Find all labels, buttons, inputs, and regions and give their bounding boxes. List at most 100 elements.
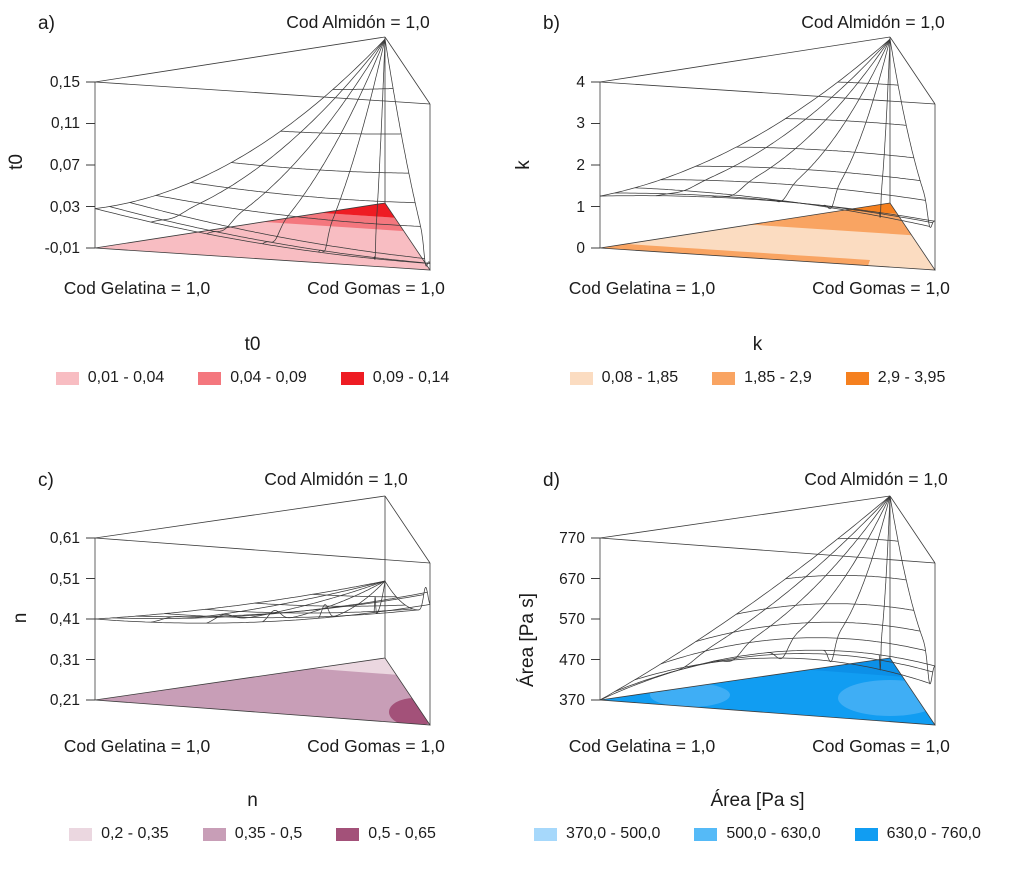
- panel-letter: c): [38, 470, 54, 491]
- legend-swatch: [694, 827, 718, 841]
- z-axis-label: k: [513, 160, 534, 170]
- legend-a: t0 0,01 - 0,04 0,04 - 0,09 0,09 - 0,14: [0, 334, 505, 387]
- z-axis-label: t0: [6, 154, 27, 170]
- panel-d: d) Cod Almidón = 1,0 Área [Pa s] 770 670…: [505, 440, 1010, 870]
- z-tick-label: 3: [576, 115, 585, 132]
- z-tick-label: 0,07: [50, 157, 80, 174]
- legend-entry-label: 0,5 - 0,65: [368, 825, 436, 842]
- plot-canvas-a: [86, 36, 431, 271]
- legend-entry: 0,35 - 0,5: [202, 825, 303, 843]
- left-corner-label: Cod Gelatina = 1,0: [64, 278, 211, 298]
- panel-a: a) Cod Almidón = 1,0 t0 0,15 0,11 0,07 0…: [0, 0, 505, 430]
- legend-entry: 0,01 - 0,04: [55, 369, 165, 387]
- right-corner-label: Cod Gomas = 1,0: [812, 278, 950, 298]
- legend-title: Área [Pa s]: [710, 790, 805, 811]
- right-corner-label: Cod Gomas = 1,0: [307, 736, 445, 756]
- z-tick-label: -0,01: [45, 240, 80, 257]
- legend-entry: 0,09 - 0,14: [340, 369, 450, 387]
- legend-swatch: [340, 371, 364, 385]
- legend-entry: 1,85 - 2,9: [712, 369, 812, 387]
- legend-b: k 0,08 - 1,85 1,85 - 2,9 2,9 - 3,95: [505, 334, 1010, 387]
- surface-plot-d: d) Cod Almidón = 1,0 Área [Pa s] 770 670…: [517, 469, 950, 756]
- legend-entry: 370,0 - 500,0: [534, 825, 660, 843]
- apex-corner-label: Cod Almidón = 1,0: [264, 469, 408, 489]
- surface-plot-a: a) Cod Almidón = 1,0 t0 0,15 0,11 0,07 0…: [6, 12, 445, 298]
- legend-entry-label: 500,0 - 630,0: [726, 825, 821, 842]
- z-tick-label: 470: [559, 652, 585, 669]
- z-tick-label: 0,41: [50, 611, 80, 628]
- z-tick-label: 670: [559, 571, 585, 588]
- legend-row: 370,0 - 500,0 500,0 - 630,0 630,0 - 760,…: [505, 825, 1010, 843]
- legend-row: 0,08 - 1,85 1,85 - 2,9 2,9 - 3,95: [505, 369, 1010, 387]
- legend-entry: 630,0 - 760,0: [854, 825, 981, 843]
- legend-entry: 0,5 - 0,65: [336, 825, 436, 843]
- z-tick-label: 0,61: [50, 530, 80, 547]
- legend-swatch: [569, 371, 593, 385]
- panel-b: b) Cod Almidón = 1,0 k 4 3 2 1 0 Cod Gel…: [505, 0, 1010, 430]
- legend-swatch: [69, 827, 93, 841]
- legend-entry: 0,08 - 1,85: [569, 369, 679, 387]
- legend-row: 0,2 - 0,35 0,35 - 0,5 0,5 - 0,65: [0, 825, 505, 843]
- z-tick-label: 4: [576, 74, 585, 91]
- legend-title: k: [752, 334, 763, 355]
- z-tick-label: 370: [559, 692, 585, 709]
- legend-title: t0: [244, 334, 261, 355]
- z-tick-label: 1: [576, 199, 585, 216]
- panel-letter: a): [38, 13, 55, 34]
- z-tick-label: 0: [576, 240, 585, 257]
- surface-plot-b: b) Cod Almidón = 1,0 k 4 3 2 1 0 Cod Gel…: [513, 12, 950, 298]
- plot-canvas-b: [591, 36, 936, 271]
- z-tick-label: 0,31: [50, 652, 80, 669]
- legend-entry-label: 0,35 - 0,5: [234, 825, 303, 842]
- plot-canvas-c: [86, 495, 431, 726]
- z-tick-label: 770: [559, 530, 585, 547]
- legend-swatch: [712, 371, 736, 385]
- legend-entry-label: 370,0 - 500,0: [566, 825, 661, 842]
- apex-corner-label: Cod Almidón = 1,0: [801, 12, 945, 32]
- panel-c: c) Cod Almidón = 1,0 n 0,61 0,51 0,41 0,…: [0, 440, 505, 870]
- panel-letter: d): [543, 470, 560, 491]
- apex-corner-label: Cod Almidón = 1,0: [804, 469, 948, 489]
- legend-swatch: [534, 827, 558, 841]
- legend-swatch: [55, 371, 79, 385]
- legend-entry-label: 0,01 - 0,04: [87, 369, 165, 386]
- legend-swatch: [202, 827, 226, 841]
- legend-title: n: [247, 790, 258, 811]
- legend-entry-label: 630,0 - 760,0: [886, 825, 981, 842]
- surface-plot-c: c) Cod Almidón = 1,0 n 0,61 0,51 0,41 0,…: [10, 469, 445, 756]
- legend-d: Área [Pa s] 370,0 - 500,0 500,0 - 630,0 …: [505, 790, 1010, 843]
- z-tick-label: 0,11: [51, 115, 80, 132]
- z-tick-label: 0,51: [50, 571, 80, 588]
- right-corner-label: Cod Gomas = 1,0: [812, 736, 950, 756]
- legend-entry-label: 0,08 - 1,85: [601, 369, 679, 386]
- left-corner-label: Cod Gelatina = 1,0: [569, 278, 716, 298]
- legend-entry-label: 1,85 - 2,9: [744, 369, 812, 386]
- legend-entry-label: 0,09 - 0,14: [372, 369, 450, 386]
- legend-entry: 0,2 - 0,35: [69, 825, 169, 843]
- z-axis-label: n: [10, 613, 31, 624]
- legend-entry-label: 2,9 - 3,95: [877, 369, 946, 386]
- z-tick-label: 2: [576, 157, 585, 174]
- plot-canvas-d: [591, 495, 936, 726]
- legend-c: n 0,2 - 0,35 0,35 - 0,5 0,5 - 0,65: [0, 790, 505, 843]
- z-tick-label: 0,21: [50, 692, 80, 709]
- legend-entry-label: 0,04 - 0,09: [230, 369, 307, 386]
- panel-letter: b): [543, 13, 560, 34]
- z-axis-label: Área [Pa s]: [517, 593, 538, 687]
- z-tick-label: 0,15: [50, 74, 80, 91]
- legend-swatch: [198, 371, 222, 385]
- legend-entry: 500,0 - 630,0: [694, 825, 821, 843]
- legend-swatch: [336, 827, 360, 841]
- legend-entry: 2,9 - 3,95: [845, 369, 946, 387]
- apex-corner-label: Cod Almidón = 1,0: [286, 12, 430, 32]
- left-corner-label: Cod Gelatina = 1,0: [64, 736, 211, 756]
- legend-entry: 0,04 - 0,09: [198, 369, 307, 387]
- legend-swatch: [854, 827, 878, 841]
- legend-swatch: [845, 371, 869, 385]
- right-corner-label: Cod Gomas = 1,0: [307, 278, 445, 298]
- z-tick-label: 0,03: [50, 199, 80, 216]
- legend-row: 0,01 - 0,04 0,04 - 0,09 0,09 - 0,14: [0, 369, 505, 387]
- z-tick-label: 570: [559, 611, 585, 628]
- legend-entry-label: 0,2 - 0,35: [101, 825, 169, 842]
